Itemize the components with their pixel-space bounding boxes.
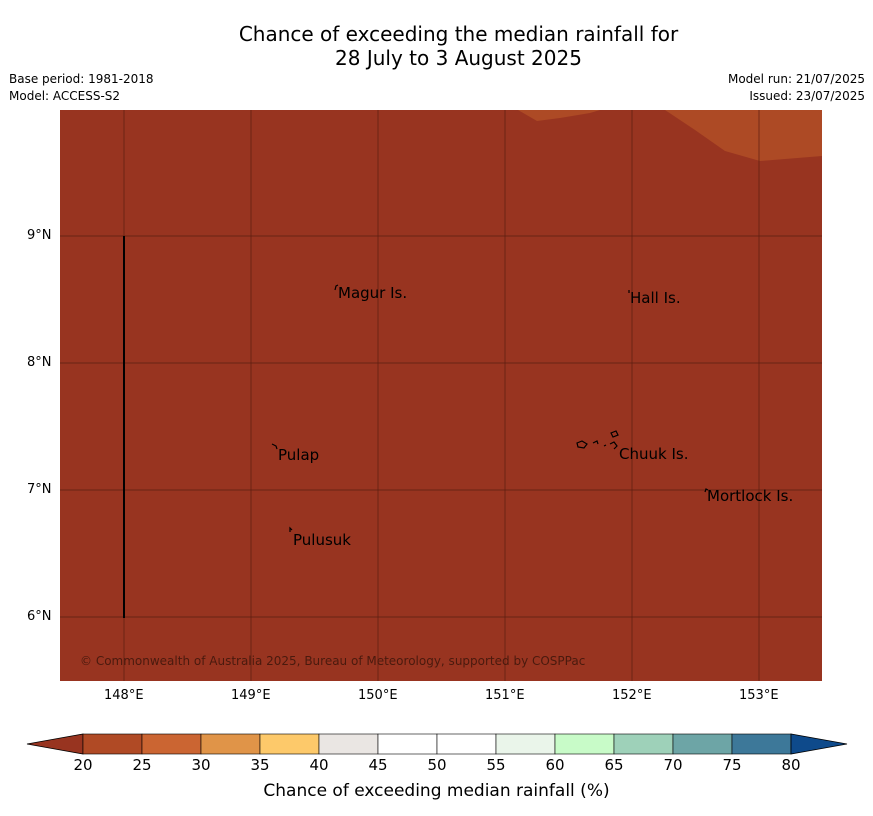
lat-tick: 7°N [27, 482, 52, 497]
colorbar-segment [672, 733, 733, 755]
colorbar-segment [82, 733, 143, 755]
colorbar-segment [200, 733, 261, 755]
issued-date: Issued: 23/07/2025 [749, 89, 865, 103]
lon-tick: 148°E [104, 688, 144, 703]
lon-tick: 149°E [231, 688, 271, 703]
colorbar-tick: 40 [309, 756, 329, 774]
island-outlines [271, 284, 709, 532]
colorbar-segment [377, 733, 438, 755]
colorbar-segment [318, 733, 379, 755]
lon-tick: 152°E [612, 688, 652, 703]
colorbar-tick: 35 [250, 756, 270, 774]
place-label-magur: Magur Is. [338, 284, 408, 302]
island-chuuk-3 [603, 444, 607, 447]
map-fill [60, 110, 822, 681]
colorbar-extend-high [790, 733, 848, 755]
colorbar-segment [141, 733, 202, 755]
model-run: Model run: 21/07/2025 [727, 72, 865, 86]
colorbar-tick: 25 [132, 756, 152, 774]
base-period: Base period: 1981-2018 [9, 72, 154, 86]
meta-right: Model run: 21/07/2025 Issued: 23/07/2025 [728, 71, 865, 105]
lon-tick: 153°E [739, 688, 779, 703]
lon-tick: 150°E [358, 688, 398, 703]
colorbar-extend-low [26, 733, 84, 755]
colorbar-tick: 70 [663, 756, 683, 774]
colorbar-segment [731, 733, 792, 755]
colorbar-segment [495, 733, 556, 755]
model-name: Model: ACCESS-S2 [9, 89, 121, 103]
colorbar-segment [554, 733, 615, 755]
island-pulusuk [289, 526, 293, 532]
place-label-chuuk: Chuuk Is. [619, 445, 689, 463]
colorbar-tick: 55 [486, 756, 506, 774]
colorbar-tick: 45 [368, 756, 388, 774]
title-line-2: 28 July to 3 August 2025 [335, 46, 582, 70]
colorbar-tick: 65 [604, 756, 624, 774]
lat-tick: 6°N [27, 609, 52, 624]
meta-left: Base period: 1981-2018 Model: ACCESS-S2 [9, 71, 154, 105]
island-chuuk-4 [610, 430, 619, 438]
place-label-hall: Hall Is. [630, 289, 681, 307]
lon-tick: 151°E [485, 688, 525, 703]
colorbar-tick: 30 [191, 756, 211, 774]
colorbar-tick: 20 [73, 756, 93, 774]
island-magur [334, 284, 339, 291]
island-chuuk-2 [592, 440, 599, 445]
contour-region-upper-right [665, 110, 822, 161]
colorbar-segment [613, 733, 674, 755]
colorbar-segment [259, 733, 320, 755]
lat-tick: 8°N [27, 355, 52, 370]
copyright-notice: © Commonwealth of Australia 2025, Bureau… [80, 654, 586, 668]
place-label-mortlock: Mortlock Is. [707, 487, 794, 505]
title-line-1: Chance of exceeding the median rainfall … [238, 22, 679, 46]
colorbar-segment [436, 733, 497, 755]
map-title: Chance of exceeding the median rainfall … [0, 22, 873, 70]
place-label-pulusuk: Pulusuk [293, 531, 351, 549]
contour-region-upper-center [518, 110, 600, 121]
island-pulap [271, 443, 278, 450]
island-chuuk-5 [609, 441, 618, 450]
island-mortlock [704, 488, 709, 493]
graticule [60, 110, 822, 681]
island-chuuk-1 [576, 440, 588, 449]
lat-tick: 9°N [27, 228, 52, 243]
colorbar-tick: 50 [427, 756, 447, 774]
colorbar-tick: 75 [722, 756, 742, 774]
colorbar-label: Chance of exceeding median rainfall (%) [263, 781, 610, 801]
colorbar-tick: 60 [545, 756, 565, 774]
place-label-pulap: Pulap [278, 446, 320, 464]
colorbar-tick: 80 [781, 756, 801, 774]
